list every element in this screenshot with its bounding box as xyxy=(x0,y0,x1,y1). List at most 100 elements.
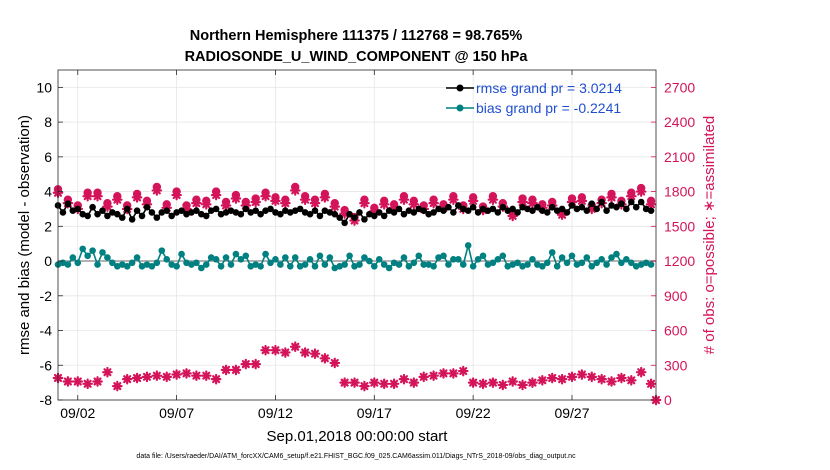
star-stroke xyxy=(320,354,329,363)
bias-point xyxy=(450,256,457,263)
bias-point xyxy=(99,249,106,256)
rmse-point xyxy=(143,203,151,211)
bias-point xyxy=(306,256,314,263)
star-stroke xyxy=(528,378,537,387)
rmse-point xyxy=(593,205,600,213)
star-stroke xyxy=(528,199,537,208)
rmse-point xyxy=(331,210,339,218)
rmse-point xyxy=(104,212,111,220)
right-tick-label: 1500 xyxy=(664,218,695,234)
x-tick-label: 09/12 xyxy=(258,405,293,421)
obs-bottom-point xyxy=(556,373,568,385)
rmse-point xyxy=(252,207,259,214)
obs-bottom-point xyxy=(457,365,469,377)
star-stroke xyxy=(449,369,458,378)
rmse-point xyxy=(267,205,274,213)
obs-bottom-point xyxy=(339,377,350,388)
bias-point xyxy=(613,250,620,258)
obs-bottom-point xyxy=(527,377,538,388)
obs-assimilated-point xyxy=(359,197,370,209)
obs-assimilated-point xyxy=(171,189,182,201)
obs-bottom-point xyxy=(191,370,202,381)
right-tick-label: 0 xyxy=(664,392,672,408)
bias-point xyxy=(514,259,521,267)
rmse-point xyxy=(489,205,497,213)
rmse-point xyxy=(450,209,457,216)
rmse-point xyxy=(123,205,131,213)
obs-bottom-point xyxy=(606,376,617,387)
star-stroke xyxy=(103,202,112,211)
bias-point xyxy=(148,262,156,270)
obs-bottom-point xyxy=(270,344,281,356)
rmse-point xyxy=(647,207,655,214)
bias-point xyxy=(385,264,393,272)
left-axis-label: rmse and bias (model - observation) xyxy=(16,115,33,355)
rmse-point xyxy=(370,212,378,220)
rmse-point xyxy=(563,209,571,216)
bias-point xyxy=(262,250,269,258)
rmse-point xyxy=(277,210,284,218)
star-stroke xyxy=(647,200,656,209)
star-stroke xyxy=(123,375,132,384)
bias-point xyxy=(430,262,437,270)
star-stroke xyxy=(577,370,586,379)
bias-point xyxy=(553,262,561,270)
rmse-point xyxy=(193,207,200,214)
obs-bottom-point xyxy=(438,368,449,379)
obs-assimilated-point xyxy=(289,185,301,196)
left-tick-label: -4 xyxy=(40,323,53,339)
obs-bottom-point xyxy=(349,377,360,388)
rmse-point xyxy=(509,205,516,213)
bias-point xyxy=(128,259,136,267)
star-stroke xyxy=(409,378,418,387)
bias-point xyxy=(459,261,467,268)
obs-bottom-point xyxy=(200,370,212,381)
star-stroke xyxy=(567,372,577,381)
bias-point xyxy=(598,256,605,263)
star-stroke xyxy=(488,195,497,204)
star-stroke xyxy=(172,370,181,379)
star-stroke xyxy=(399,195,408,204)
bias-point xyxy=(489,259,497,267)
rmse-point xyxy=(168,212,175,220)
star-stroke xyxy=(597,375,606,384)
star-stroke xyxy=(152,186,161,195)
rmse-point xyxy=(346,210,353,218)
left-axis-ticks: -8 -6 -4 -2 0 2 4 6 8 10 xyxy=(36,79,63,408)
obs-assimilated-point xyxy=(606,192,617,203)
rmse-point xyxy=(469,203,477,211)
rmse-point xyxy=(534,203,541,211)
rmse-point xyxy=(375,209,383,216)
star-stroke xyxy=(103,368,112,377)
obs-assimilated-point xyxy=(507,210,518,222)
star-stroke xyxy=(380,200,389,209)
bias-point xyxy=(84,252,91,260)
obs-bottom-point xyxy=(477,378,489,390)
star-stroke xyxy=(380,379,389,388)
obs-bottom-point xyxy=(497,379,509,391)
obs-bottom-point xyxy=(408,377,420,388)
star-stroke xyxy=(498,380,507,389)
bias-point xyxy=(163,256,171,263)
star-stroke xyxy=(133,193,142,202)
star-stroke xyxy=(152,371,161,380)
bias-point xyxy=(272,256,279,263)
rmse-point xyxy=(356,209,363,216)
rmse-point xyxy=(242,205,250,213)
obs-bottom-point xyxy=(566,371,578,383)
star-stroke xyxy=(469,196,478,205)
obs-bottom-point xyxy=(151,370,163,381)
bias-point xyxy=(445,261,452,268)
star-stroke xyxy=(508,211,517,220)
left-tick-label: 8 xyxy=(44,114,52,130)
obs-bottom-point xyxy=(487,377,499,388)
obs-bottom-point xyxy=(112,380,123,392)
right-tick-label: 1200 xyxy=(664,253,695,269)
star-stroke xyxy=(439,369,448,378)
bias-point xyxy=(222,254,230,261)
bias-point xyxy=(227,261,235,268)
obs-assimilated-point xyxy=(487,194,499,205)
star-stroke xyxy=(310,199,320,208)
bias-point xyxy=(370,262,378,270)
rmse-point xyxy=(212,205,220,213)
